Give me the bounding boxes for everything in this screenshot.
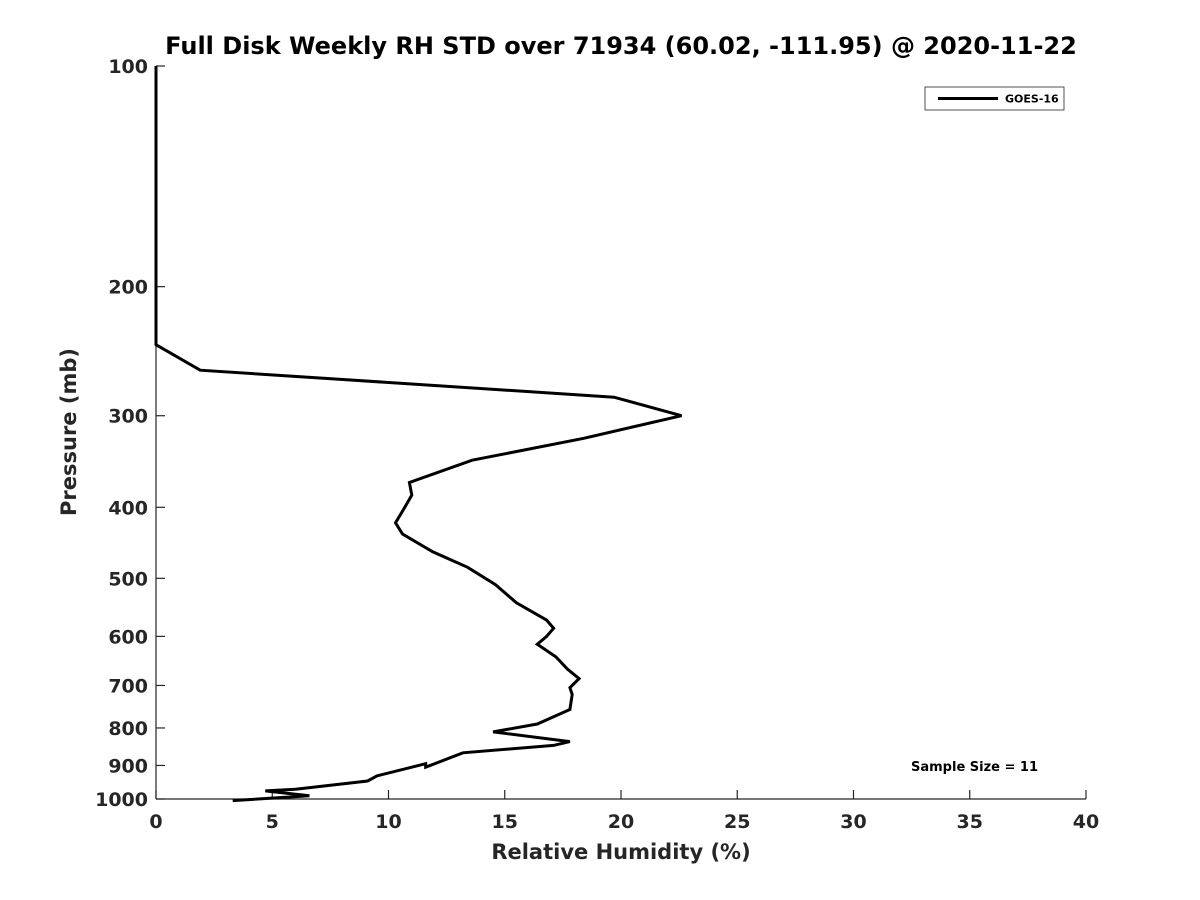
y-tick-label: 300 [108, 406, 148, 428]
y-tick-label: 800 [108, 718, 148, 740]
x-tick-label: 40 [1073, 811, 1099, 833]
y-tick-label: 100 [108, 56, 148, 78]
legend-entry-goes-16: GOES-16 [1005, 93, 1059, 106]
x-tick-label: 5 [266, 811, 279, 833]
legend: GOES-16 [924, 86, 1065, 111]
x-tick-label: 30 [840, 811, 866, 833]
x-tick-label: 25 [724, 811, 750, 833]
series-line-goes-16 [154, 66, 682, 803]
y-tick-label: 1000 [95, 789, 148, 811]
x-tick-label: 20 [608, 811, 634, 833]
y-tick-label: 700 [108, 675, 148, 697]
y-tick-label: 600 [108, 626, 148, 648]
x-tick-label: 35 [957, 811, 983, 833]
series-layer [154, 66, 682, 803]
y-tick-label: 200 [108, 277, 148, 299]
y-tick-label: 500 [108, 568, 148, 590]
sample-size-annotation: Sample Size = 11 [911, 760, 1038, 775]
plot-area [155, 66, 1086, 800]
x-axis-label: Relative Humidity (%) [491, 840, 750, 864]
y-tick-label: 400 [108, 497, 148, 519]
x-axis-ticks: 0 5 10 15 20 25 30 35 40 [149, 790, 1099, 833]
x-tick-label: 15 [492, 811, 518, 833]
chart-title: Full Disk Weekly RH STD over 71934 (60.0… [165, 32, 1077, 60]
x-tick-label: 10 [375, 811, 401, 833]
y-tick-label: 900 [108, 755, 148, 777]
y-axis-label: Pressure (mb) [57, 348, 81, 516]
y-axis-ticks: 100 200 300 400 500 600 700 800 900 1000 [95, 56, 165, 811]
x-tick-label: 0 [149, 811, 162, 833]
